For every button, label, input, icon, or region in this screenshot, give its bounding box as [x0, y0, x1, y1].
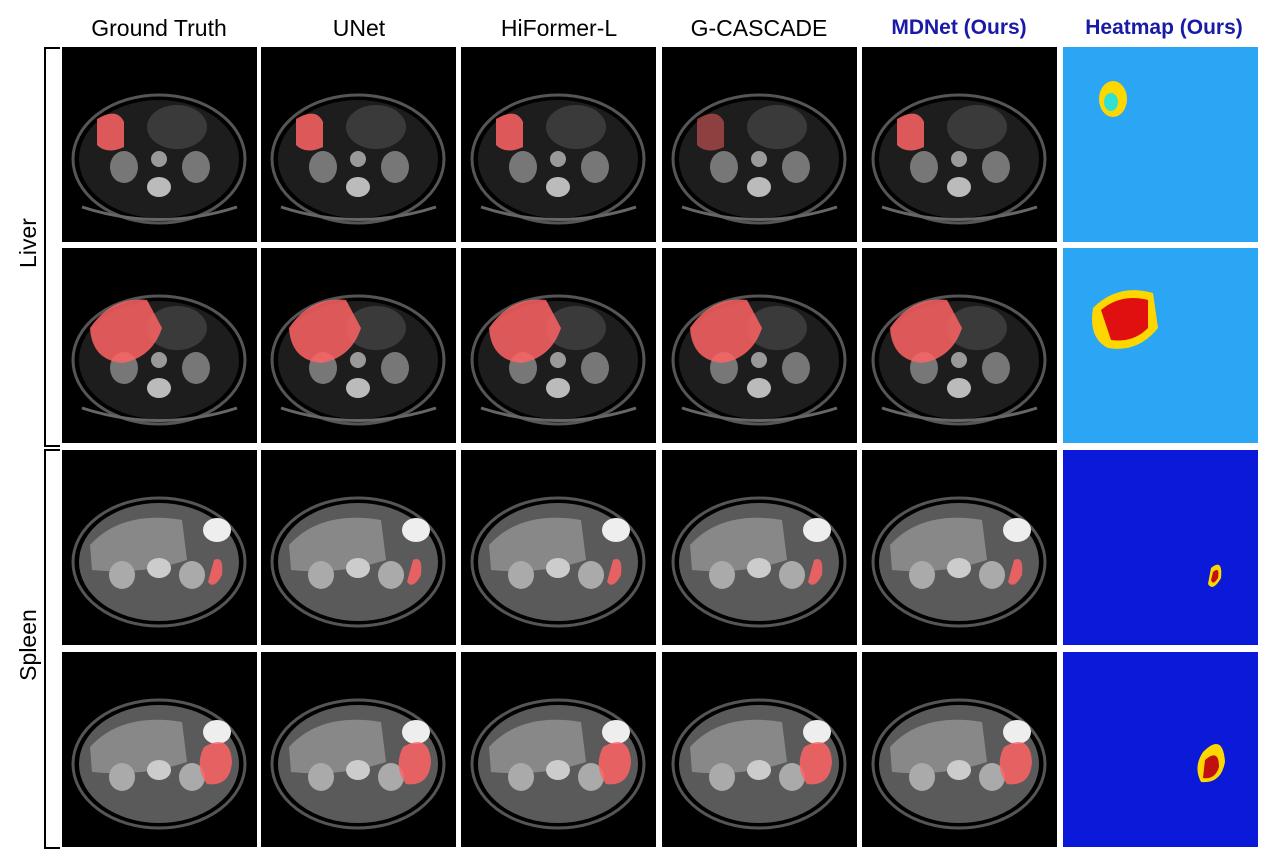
liver-bracket: [44, 47, 60, 447]
segmentation-mask: [999, 742, 1032, 785]
segmentation-mask: [199, 742, 232, 785]
segmentation-mask: [90, 299, 162, 363]
image-liver-2-gcascade: [662, 248, 857, 443]
segmentation-mask: [598, 742, 631, 785]
segmentation-mask: [897, 113, 924, 151]
image-spleen-2-hiformer: [461, 652, 656, 847]
segmentation-mask: [496, 113, 523, 151]
column-header-ground-truth: Ground Truth: [91, 15, 227, 41]
image-spleen-2-heatmap: [1063, 652, 1258, 847]
image-liver-1-gcascade: [662, 47, 857, 242]
segmentation-mask: [799, 742, 832, 785]
image-liver-2-heatmap: [1063, 248, 1258, 443]
segmentation-mask: [489, 299, 561, 363]
column-header-gcascade: G-CASCADE: [690, 15, 828, 41]
segmentation-mask: [208, 559, 223, 585]
image-spleen-1-unet: [261, 450, 456, 645]
image-liver-2-hiformer: [461, 248, 656, 443]
image-liver-1-hiformer: [461, 47, 656, 242]
image-liver-2-unet: [261, 248, 456, 443]
image-spleen-1-gcascade: [662, 450, 857, 645]
segmentation-mask: [407, 559, 422, 585]
row-label-spleen: Spleen: [15, 609, 41, 681]
segmentation-mask: [690, 299, 762, 363]
row-label-liver: Liver: [15, 218, 41, 268]
image-liver-1-mdnet: [862, 47, 1057, 242]
column-header-mdnet: MDNet (Ours): [891, 16, 1027, 39]
segmentation-mask: [289, 299, 361, 363]
image-spleen-1-mdnet: [862, 450, 1057, 645]
image-liver-1-unet: [261, 47, 456, 242]
segmentation-mask: [808, 559, 823, 585]
column-header-hiformer: HiFormer-L: [500, 15, 618, 41]
segmentation-mask: [97, 113, 124, 151]
column-header-unet: UNet: [332, 15, 386, 41]
segmentation-mask: [1008, 559, 1023, 585]
image-spleen-2-mdnet: [862, 652, 1057, 847]
column-header-heatmap: Heatmap (Ours): [1085, 16, 1243, 39]
image-liver-1-ground-truth: [62, 47, 257, 242]
image-spleen-1-hiformer: [461, 450, 656, 645]
image-spleen-2-gcascade: [662, 652, 857, 847]
image-spleen-1-heatmap: [1063, 450, 1258, 645]
image-liver-1-heatmap: [1063, 47, 1258, 242]
segmentation-mask: [296, 113, 323, 151]
image-liver-2-ground-truth: [62, 248, 257, 443]
segmentation-mask: [697, 113, 724, 151]
spleen-bracket: [44, 449, 60, 849]
segmentation-mask: [398, 742, 431, 785]
segmentation-mask: [607, 559, 622, 585]
image-spleen-1-ground-truth: [62, 450, 257, 645]
image-spleen-2-unet: [261, 652, 456, 847]
image-liver-2-mdnet: [862, 248, 1057, 443]
segmentation-mask: [890, 299, 962, 363]
image-spleen-2-ground-truth: [62, 652, 257, 847]
